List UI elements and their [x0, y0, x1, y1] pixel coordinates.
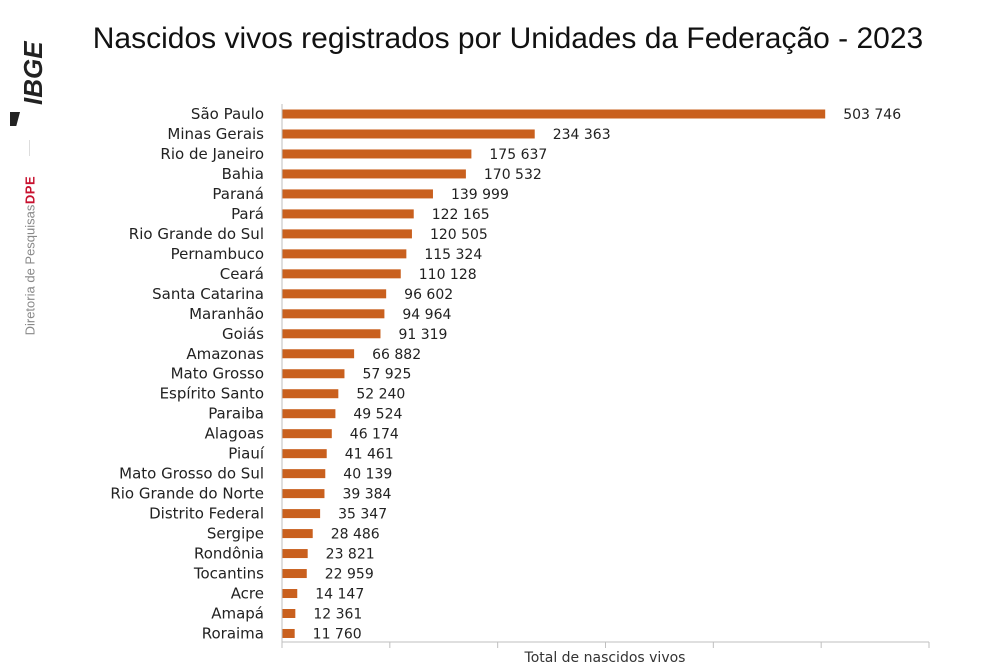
ibge-logo-mark — [10, 112, 21, 126]
bar — [282, 249, 407, 259]
bar — [282, 129, 535, 139]
value-label: 94 964 — [402, 307, 451, 323]
bar — [282, 589, 298, 599]
category-label: Espírito Santo — [160, 385, 264, 403]
value-label: 28 486 — [331, 527, 380, 543]
value-label: 49 524 — [353, 407, 402, 423]
category-label: Goiás — [222, 325, 264, 343]
bar — [282, 389, 339, 399]
value-label: 41 461 — [345, 447, 394, 463]
category-label: Rio de Janeiro — [160, 145, 264, 163]
bars-group: São Paulo 503 746 Minas Gerais 234 363 Rio d… — [110, 105, 901, 642]
bar — [282, 209, 414, 219]
category-label: Pará — [231, 205, 264, 223]
bar — [282, 189, 433, 199]
category-label: Piauí — [228, 445, 265, 463]
value-label: 52 240 — [356, 387, 405, 403]
category-label: São Paulo — [191, 105, 264, 123]
category-label: Mato Grosso do Sul — [119, 465, 264, 483]
x-axis-label: Total de nascidos vivos — [524, 650, 686, 666]
bar — [282, 469, 326, 479]
value-label: 40 139 — [343, 467, 392, 483]
category-label: Bahia — [222, 165, 264, 183]
bar — [282, 429, 332, 439]
category-label: Paraiba — [208, 405, 264, 423]
category-label: Rondônia — [194, 545, 264, 563]
value-label: 96 602 — [404, 287, 453, 303]
x-axis-ticks — [281, 642, 930, 648]
value-label: 35 347 — [338, 507, 387, 523]
category-label: Paraná — [212, 185, 264, 203]
bar — [282, 169, 466, 179]
category-label: Amapá — [211, 605, 264, 623]
value-label: 11 760 — [313, 626, 362, 642]
ibge-logo: IBGE — [10, 41, 48, 126]
bar — [282, 409, 336, 419]
bar — [282, 449, 327, 459]
value-label: 46 174 — [350, 427, 399, 443]
chart-title: Nascidos vivos registrados por Unidades … — [92, 22, 924, 55]
category-label: Santa Catarina — [152, 285, 264, 303]
bar — [282, 149, 472, 159]
value-label: 14 147 — [315, 587, 364, 603]
value-label: 12 361 — [313, 607, 362, 623]
value-label: 91 319 — [398, 327, 447, 343]
category-label: Rio Grande do Norte — [110, 485, 264, 503]
value-label: 139 999 — [451, 187, 509, 203]
value-label: 234 363 — [553, 127, 611, 143]
bar — [282, 609, 296, 618]
category-label: Maranhão — [189, 305, 264, 323]
bar — [282, 349, 355, 359]
category-label: Minas Gerais — [167, 125, 264, 143]
category-label: Amazonas — [186, 345, 264, 363]
bar — [282, 269, 401, 279]
bar — [282, 549, 308, 559]
bar — [282, 329, 381, 339]
bar — [282, 289, 387, 299]
category-label: Ceará — [220, 265, 264, 283]
sidebar-divider — [29, 140, 30, 156]
value-label: 122 165 — [432, 207, 490, 223]
bar — [282, 489, 325, 499]
sidebar: IBGE DPE Diretoria de Pesquisas — [0, 0, 60, 671]
value-label: 120 505 — [430, 227, 488, 243]
value-label: 57 925 — [362, 367, 411, 383]
category-label: Tocantins — [193, 565, 264, 583]
value-label: 22 959 — [325, 567, 374, 583]
bar — [282, 569, 307, 579]
value-label: 175 637 — [489, 147, 547, 163]
value-label: 23 821 — [326, 547, 375, 563]
category-label: Distrito Federal — [149, 505, 264, 523]
category-label: Alagoas — [205, 425, 265, 443]
bar — [282, 229, 412, 239]
category-label: Roraima — [202, 624, 264, 642]
value-label: 66 882 — [372, 347, 421, 363]
value-label: 39 384 — [342, 487, 391, 503]
category-label: Pernambuco — [171, 245, 264, 263]
value-label: 115 324 — [424, 247, 482, 263]
category-label: Rio Grande do Sul — [129, 225, 264, 243]
ibge-logo-text: IBGE — [18, 41, 48, 105]
value-label: 110 128 — [419, 267, 477, 283]
bar — [282, 369, 345, 379]
value-label: 170 532 — [484, 167, 542, 183]
bar — [282, 509, 321, 519]
bar — [282, 309, 385, 319]
category-label: Mato Grosso — [171, 365, 264, 383]
category-label: Acre — [231, 585, 264, 603]
bar — [282, 109, 826, 119]
category-label: Sergipe — [207, 525, 264, 543]
bar — [282, 529, 313, 539]
bar — [282, 628, 295, 638]
value-label: 503 746 — [843, 107, 901, 123]
